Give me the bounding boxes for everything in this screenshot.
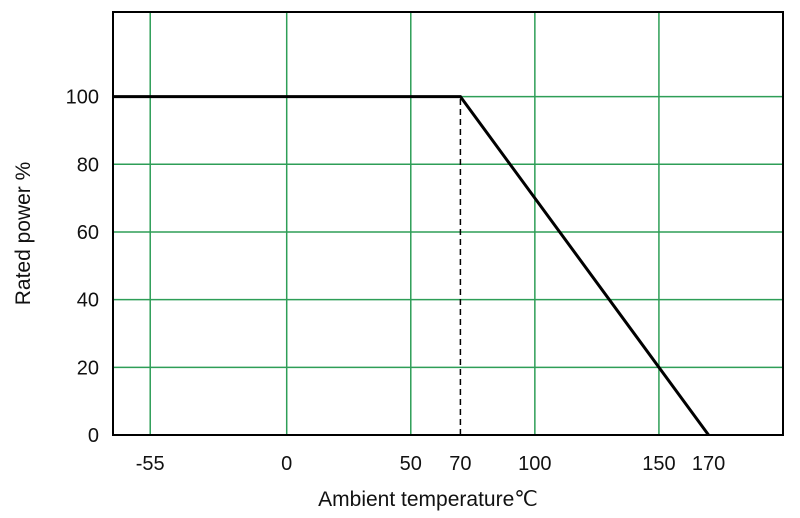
x-tick-label: -55 xyxy=(136,453,165,475)
series-layer xyxy=(113,95,710,436)
x-tick-label: 50 xyxy=(400,453,422,475)
grid-layer xyxy=(113,12,783,435)
x-tick-label: 100 xyxy=(518,453,551,475)
x-tick-label: 0 xyxy=(281,453,292,475)
x-axis-title: Ambient temperature℃ xyxy=(318,488,538,511)
y-tick-label: 20 xyxy=(77,357,99,379)
y-tick-label: 80 xyxy=(77,154,99,176)
y-tick-label: 40 xyxy=(77,290,99,312)
y-tick-label: 100 xyxy=(66,87,99,109)
plot-frame xyxy=(112,11,784,436)
derating-curve xyxy=(113,95,710,436)
x-tick-label: 150 xyxy=(642,453,675,475)
x-tick-label: 70 xyxy=(449,453,471,475)
ticks-layer: 0 20 40 60 80 100 -55 0 50 70 100 150 170 xyxy=(66,87,726,475)
x-tick-label: 170 xyxy=(692,453,725,475)
y-tick-label: 0 xyxy=(88,425,99,447)
y-tick-label: 60 xyxy=(77,222,99,244)
y-axis-title: Rated power % xyxy=(12,162,35,306)
